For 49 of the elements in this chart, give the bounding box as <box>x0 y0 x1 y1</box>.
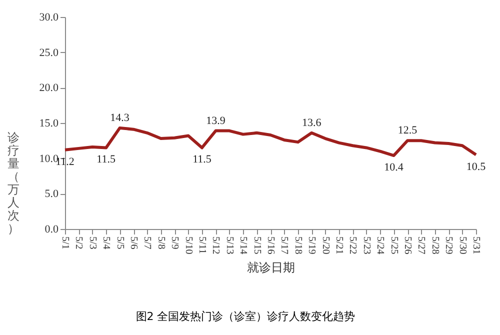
x-tick-label: 5/6 <box>128 236 139 250</box>
x-tick-label: 5/8 <box>155 236 166 250</box>
x-tick-label: 5/16 <box>265 236 276 254</box>
x-tick-label: 5/21 <box>334 236 344 254</box>
x-tick-label: 5/4 <box>100 236 112 250</box>
x-tick-label: 5/29 <box>443 236 454 254</box>
x-tick-label: 5/5 <box>114 236 126 250</box>
x-tick-label: 5/2 <box>73 236 84 250</box>
data-label: 10.5 <box>466 160 486 173</box>
data-label: 13.9 <box>206 114 226 127</box>
x-tick-label: 5/7 <box>142 236 153 250</box>
y-tick-label: 30.0 <box>39 12 59 24</box>
x-tick-label: 5/10 <box>182 236 194 254</box>
data-label: 10.4 <box>384 162 404 174</box>
data-label: 11.5 <box>96 154 116 166</box>
x-tick-label: 5/18 <box>292 236 304 254</box>
data-label: 14.3 <box>110 112 130 124</box>
x-tick-label: 5/17 <box>278 236 290 254</box>
x-tick-label: 5/25 <box>388 236 400 254</box>
y-tick-label: 25.0 <box>39 46 59 59</box>
x-tick-label: 5/15 <box>251 236 262 254</box>
x-tick-label: 5/19 <box>306 236 318 254</box>
x-tick-label: 5/13 <box>224 236 235 254</box>
y-tick-label: 5.0 <box>44 188 59 200</box>
y-axis-title: 诊疗量（万人次） <box>8 130 20 236</box>
data-label: 13.6 <box>302 116 322 129</box>
x-tick-label: 5/31 <box>470 236 482 254</box>
x-tick-label: 5/24 <box>374 236 386 254</box>
y-tick-label: 0.0 <box>44 224 59 236</box>
x-axis-title: 就诊日期 <box>247 260 295 274</box>
data-label: 12.5 <box>398 124 418 137</box>
x-tick-label: 5/27 <box>416 236 427 254</box>
x-tick-label: 5/28 <box>429 236 440 254</box>
y-tick-label: 15.0 <box>39 118 59 130</box>
x-tick-label: 5/22 <box>347 236 358 254</box>
data-label: 11.2 <box>56 156 74 168</box>
data-label: 11.5 <box>192 154 212 166</box>
x-tick-label: 5/12 <box>210 236 222 254</box>
x-tick-label: 5/11 <box>196 236 208 254</box>
x-tick-label: 5/20 <box>320 236 331 254</box>
x-tick-label: 5/1 <box>60 236 70 250</box>
x-tick-label: 5/14 <box>238 236 249 254</box>
x-tick-label: 5/26 <box>402 236 413 254</box>
y-tick-label: 20.0 <box>39 82 59 94</box>
x-tick-label: 5/9 <box>169 236 180 250</box>
x-tick-label: 5/30 <box>456 236 468 254</box>
x-tick-label: 5/3 <box>86 236 98 250</box>
x-tick-label: 5/23 <box>360 236 372 254</box>
text: 图2 全国发热门诊（诊室）诊疗人数变化趋势 <box>136 310 356 323</box>
